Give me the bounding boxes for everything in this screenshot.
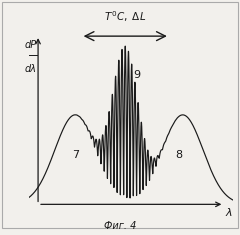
Text: dP: dP: [24, 40, 36, 50]
Text: 9: 9: [134, 70, 141, 80]
Text: Фиг. 4: Фиг. 4: [104, 221, 136, 231]
Text: $T^0C,\ \Delta L$: $T^0C,\ \Delta L$: [104, 9, 146, 24]
Text: 7: 7: [72, 150, 79, 160]
Text: λ: λ: [225, 208, 232, 218]
Text: 8: 8: [175, 150, 183, 160]
Text: dλ: dλ: [24, 64, 36, 74]
